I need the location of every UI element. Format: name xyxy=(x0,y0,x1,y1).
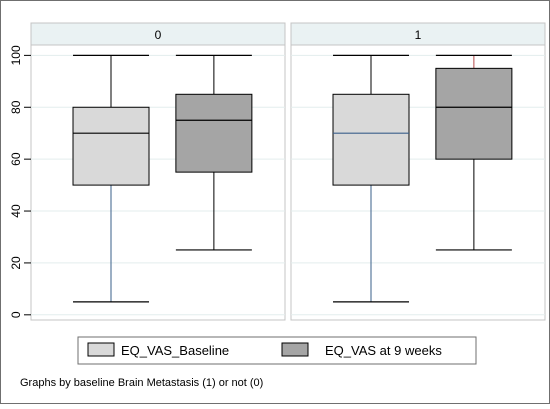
box-iqr xyxy=(175,93,253,173)
legend-swatch xyxy=(281,342,309,357)
box-baseline xyxy=(72,54,150,303)
box-nine-weeks xyxy=(435,54,513,251)
panel-header-label: 0 xyxy=(155,28,162,42)
y-tick-label: 40 xyxy=(9,204,23,218)
y-tick-label: 100 xyxy=(9,45,23,65)
box-iqr xyxy=(332,93,410,186)
y-tick-label: 60 xyxy=(9,152,23,166)
y-tick-label: 20 xyxy=(9,256,23,270)
y-tick-label: 80 xyxy=(9,100,23,114)
panel-0: 0 xyxy=(30,22,286,321)
legend-box xyxy=(77,336,477,365)
legend: EQ_VAS_Baseline EQ_VAS at 9 weeks xyxy=(77,336,477,365)
legend-label: EQ_VAS at 9 weeks xyxy=(325,343,442,358)
legend-swatch xyxy=(87,342,115,357)
box-iqr xyxy=(72,106,150,186)
panel-1: 1 xyxy=(290,22,546,321)
legend-label: EQ_VAS_Baseline xyxy=(121,343,229,358)
graph-note: Graphs by baseline Brain Metastasis (1) … xyxy=(20,377,263,389)
y-axis: 0 20 40 60 80 100 xyxy=(9,45,31,318)
panel-header-label: 1 xyxy=(415,28,422,42)
box-nine-weeks xyxy=(175,54,253,251)
box-baseline xyxy=(332,54,410,303)
panel-plot-area xyxy=(30,44,286,321)
y-tick-label: 0 xyxy=(9,311,23,318)
box-iqr xyxy=(435,67,513,160)
